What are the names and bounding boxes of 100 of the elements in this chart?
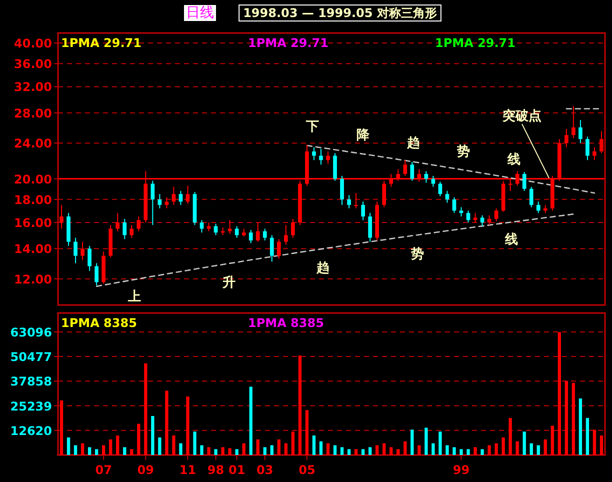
candlestick — [529, 186, 534, 208]
candlestick — [312, 146, 316, 161]
bar — [305, 410, 309, 455]
candlestick — [88, 245, 92, 272]
bar — [410, 430, 414, 455]
text: 上升趋势线 — [128, 232, 518, 305]
bar — [109, 439, 112, 455]
x-tick-label: 01 — [228, 463, 246, 477]
candlestick — [578, 120, 582, 144]
candlestick — [340, 175, 344, 206]
bar — [452, 447, 456, 455]
candlestick — [186, 185, 190, 204]
bar — [221, 447, 224, 455]
bar — [396, 449, 400, 455]
candlestick — [361, 201, 365, 221]
candlestick — [276, 238, 281, 260]
candlestick — [172, 186, 176, 206]
bar — [228, 448, 232, 455]
candlestick — [60, 204, 64, 230]
bar — [144, 363, 148, 455]
candlestick — [403, 160, 408, 176]
bar — [186, 396, 190, 455]
candlestick — [116, 212, 120, 232]
bar — [74, 445, 78, 455]
annotation: 突破点 — [502, 108, 542, 124]
bar — [249, 386, 252, 455]
y-tick-label: 24.00 — [14, 136, 52, 151]
candlestick — [214, 223, 218, 236]
bar — [242, 443, 246, 455]
bar — [94, 449, 98, 455]
bar — [508, 418, 512, 455]
candlestick — [158, 194, 162, 209]
bar — [536, 445, 540, 455]
bar — [214, 449, 218, 455]
bar — [600, 435, 604, 455]
bar — [80, 443, 84, 455]
bar — [263, 447, 266, 455]
annotation: 1PMA 8385 — [248, 316, 324, 330]
bar — [88, 447, 92, 455]
y-tick-label: 20.00 — [14, 172, 52, 186]
candlestick — [234, 226, 239, 238]
bar — [319, 441, 323, 455]
bar — [326, 443, 330, 455]
y-tick-label: 50477 — [10, 350, 52, 364]
candlestick — [333, 152, 337, 182]
bar — [151, 416, 154, 455]
chart-title: 1998.03 — 1999.05 对称三角形 — [243, 6, 437, 20]
bar — [404, 441, 407, 455]
y-tick-label: 12620 — [10, 424, 52, 438]
candlestick — [74, 237, 78, 264]
candlestick — [368, 212, 372, 242]
bar — [474, 447, 477, 455]
y-tick-label: 18.00 — [14, 192, 52, 207]
bar — [368, 447, 372, 455]
bar — [347, 449, 351, 455]
bar — [530, 443, 533, 455]
bar — [586, 418, 590, 455]
bar — [130, 449, 134, 455]
bar — [102, 445, 106, 455]
bar — [312, 435, 316, 455]
bar — [466, 449, 470, 455]
candlestick — [564, 128, 568, 148]
bar — [522, 432, 526, 455]
candlestick — [178, 190, 183, 206]
y-tick-label: 37858 — [10, 374, 52, 389]
candlestick — [438, 181, 442, 197]
candlestick — [319, 148, 323, 166]
bar — [116, 435, 120, 455]
bar — [564, 380, 568, 455]
bar — [544, 439, 547, 455]
bar — [298, 356, 302, 455]
y-tick-label: 40.00 — [14, 36, 52, 51]
bar — [460, 449, 463, 455]
bar — [172, 435, 176, 455]
bar — [193, 432, 196, 455]
candlestick — [256, 222, 260, 242]
bar — [361, 449, 365, 455]
y-tick-label: 16.00 — [14, 216, 52, 230]
candlestick — [473, 212, 478, 223]
bar — [66, 437, 70, 455]
candlestick — [410, 161, 414, 182]
bar — [270, 445, 274, 455]
bar — [284, 443, 288, 455]
bar — [291, 432, 295, 455]
candlestick — [572, 106, 576, 139]
candlestick — [164, 196, 169, 209]
candlestick — [347, 194, 351, 209]
candlestick — [494, 208, 498, 222]
bar — [488, 445, 491, 455]
y-tick-label: 32.00 — [14, 80, 52, 94]
x-tick-label: 11 — [179, 463, 196, 477]
candlestick — [122, 218, 127, 240]
bar — [277, 439, 280, 455]
bar — [200, 445, 204, 455]
bar — [578, 398, 582, 455]
candlestick — [586, 136, 590, 161]
bar — [137, 424, 140, 455]
candlestick — [424, 170, 428, 184]
bar — [480, 449, 484, 455]
bar — [60, 400, 64, 455]
